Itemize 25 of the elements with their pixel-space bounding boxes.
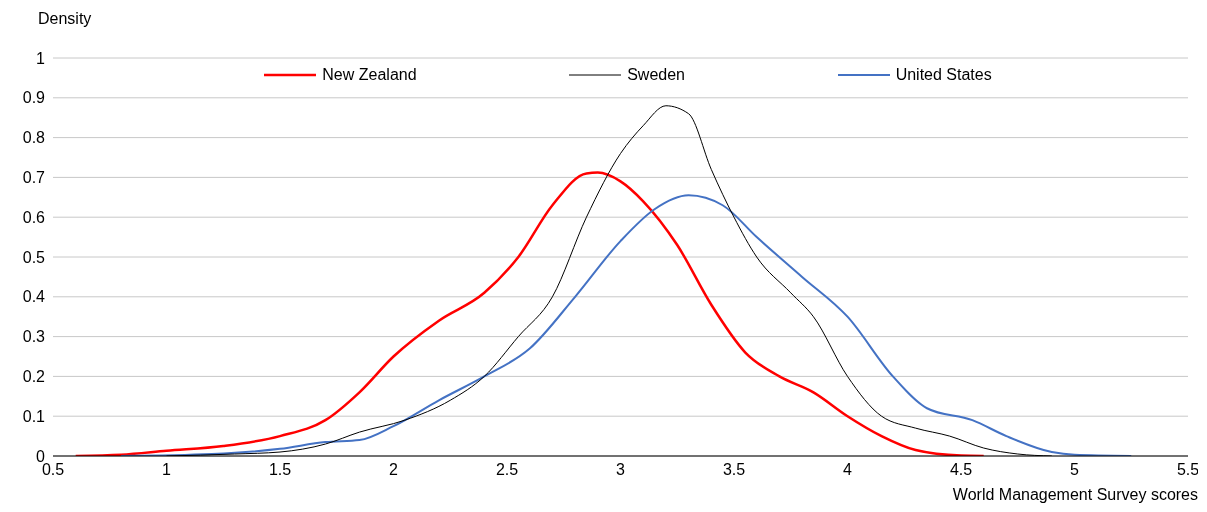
y-tick-label: 0.5 [22, 248, 46, 266]
legend-label: Sweden [627, 66, 686, 84]
y-tick-label: 0.9 [22, 89, 46, 107]
x-tick-label: 1 [162, 461, 172, 479]
legend-label: New Zealand [322, 66, 417, 84]
x-tick-label: 5 [1070, 461, 1080, 479]
y-tick-label: 0.2 [22, 368, 46, 386]
y-tick-label: 0.3 [22, 328, 46, 346]
x-tick-label: 4.5 [949, 461, 973, 479]
y-axis-title: Density [38, 10, 92, 28]
y-tick-label: 0.1 [22, 407, 46, 425]
x-tick-label: 1.5 [268, 461, 292, 479]
x-axis-title: World Management Survey scores [952, 486, 1198, 504]
y-tick-label: 0.4 [22, 288, 46, 306]
y-tick-label: 1 [36, 49, 46, 67]
y-tick-label: 0.6 [22, 208, 46, 226]
x-tick-label: 4 [843, 461, 853, 479]
y-tick-label: 0.7 [22, 169, 46, 187]
x-tick-label: 2 [389, 461, 399, 479]
x-tick-label: 3 [616, 461, 626, 479]
legend-label: United States [895, 66, 992, 84]
x-tick-label: 3.5 [722, 461, 746, 479]
y-tick-label: 0.8 [22, 129, 46, 147]
x-tick-label: 2.5 [495, 461, 519, 479]
x-tick-label: 5.5 [1176, 461, 1200, 479]
